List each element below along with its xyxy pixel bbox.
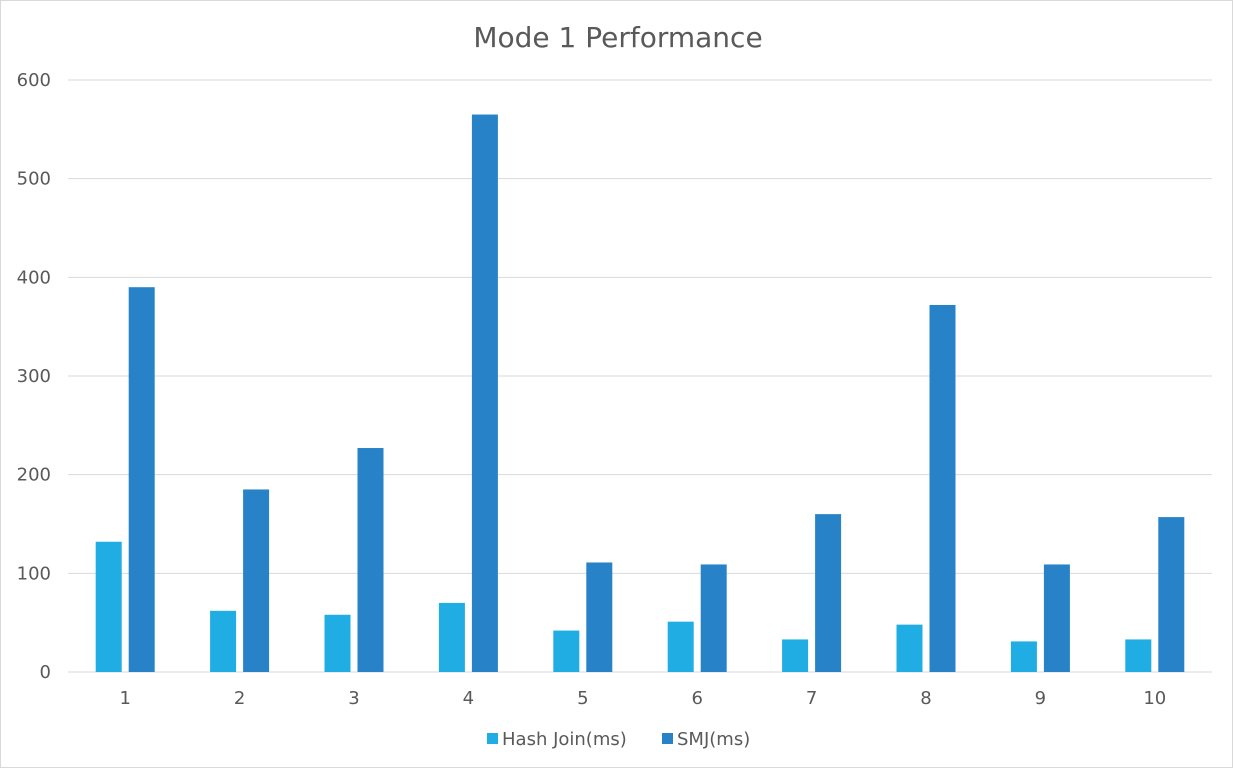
bar-series2-2: [243, 489, 270, 672]
bar-series1-5: [553, 630, 580, 672]
y-tick-label: 300: [17, 366, 51, 387]
legend: Hash Join(ms) SMJ(ms): [487, 729, 750, 750]
bar-series2-10: [1158, 517, 1185, 672]
x-tick-label: 8: [920, 688, 931, 709]
x-tick-label: 4: [463, 688, 474, 709]
bars: [95, 114, 1185, 673]
bar-series1-7: [782, 639, 809, 672]
x-tick-label: 5: [577, 688, 588, 709]
x-tick-label: 3: [348, 688, 359, 709]
bar-series2-8: [929, 304, 956, 672]
bar-series1-10: [1125, 639, 1152, 672]
bar-series1-1: [95, 541, 122, 672]
x-tick-label: 1: [119, 688, 130, 709]
bar-series1-3: [324, 614, 351, 672]
bar-series2-7: [815, 514, 842, 672]
x-axis-ticks: 1 2 3 4 5 6 7 8 9 10: [119, 688, 1166, 709]
y-tick-label: 200: [17, 465, 51, 486]
y-axis-ticks: 0 100 200 300 400 500 600: [17, 70, 51, 683]
legend-label-series1: Hash Join(ms): [502, 729, 627, 750]
legend-swatch-series1: [487, 733, 498, 744]
y-tick-label: 500: [17, 169, 51, 190]
y-tick-label: 400: [17, 267, 51, 288]
bar-series2-3: [357, 448, 384, 672]
gridlines: [68, 79, 1212, 673]
bar-series1-8: [896, 624, 923, 672]
y-tick-label: 100: [17, 563, 51, 584]
x-tick-label: 6: [691, 688, 702, 709]
legend-swatch-series2: [662, 733, 673, 744]
x-tick-label: 9: [1035, 688, 1046, 709]
chart-title: Mode 1 Performance: [473, 21, 762, 54]
bar-series2-6: [700, 564, 727, 672]
legend-label-series2: SMJ(ms): [677, 729, 750, 750]
bar-series1-9: [1010, 641, 1037, 672]
bar-series2-9: [1043, 564, 1070, 672]
x-tick-label: 7: [806, 688, 817, 709]
bar-series2-1: [128, 287, 155, 672]
x-tick-label: 2: [234, 688, 245, 709]
bar-series1-6: [667, 621, 694, 672]
y-tick-label: 0: [40, 662, 51, 683]
bar-series2-4: [471, 114, 498, 673]
y-tick-label: 600: [17, 70, 51, 91]
bar-series1-2: [210, 610, 237, 672]
x-tick-label: 10: [1143, 688, 1166, 709]
bar-series1-4: [438, 602, 465, 672]
bar-series2-5: [586, 562, 613, 672]
